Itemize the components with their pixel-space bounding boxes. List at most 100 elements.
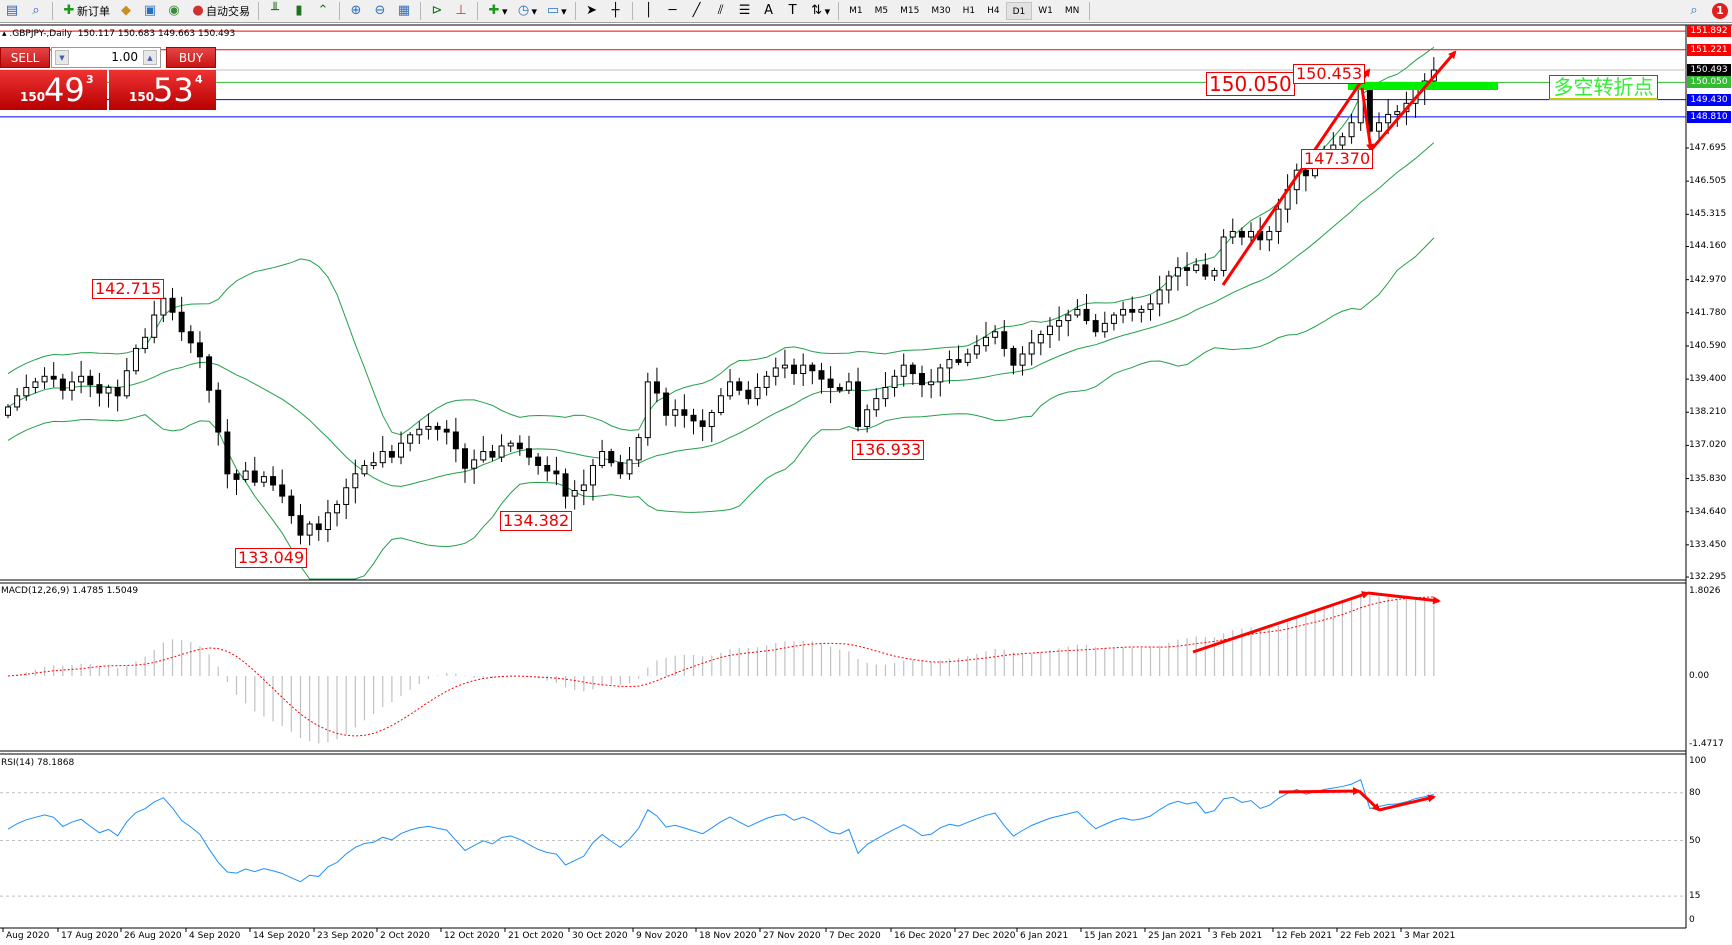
bearish-candle [516,442,523,450]
bullish-candle [1120,308,1127,316]
text-button[interactable]: A [758,1,780,21]
macd-title: MACD(12,26,9) 1.4785 1.5049 [1,586,139,596]
collapse-triangle-icon[interactable]: ▴ [2,29,7,39]
price-label-low[interactable]: 147.370 [1301,149,1374,169]
date-axis-label: 14 Sep 2020 [253,931,311,941]
auto-trading-button[interactable]: ● 自动交易 [187,1,253,21]
bullish-candle [964,353,971,363]
trendline-button[interactable]: ╱ [686,1,708,21]
candlestick-button[interactable]: ▮ [288,1,310,21]
bullish-candle [772,367,779,377]
lot-increase-button[interactable]: ▲ [143,50,157,65]
bullish-candle [324,512,331,531]
bullish-candle [1019,353,1026,366]
horizontal-line-button[interactable]: ─ [662,1,684,21]
bar-chart-icon: ╨ [271,3,279,18]
timeframe-m30[interactable]: M30 [931,6,951,16]
vertical-line-button[interactable]: │ [638,1,660,21]
price-label-high[interactable]: 142.715 [92,279,165,299]
macd-axis-label: 1.8026 [1689,586,1721,596]
search-icon[interactable]: ⌕ [1690,3,1698,18]
bullish-candle [242,470,249,480]
indicators-icon: ✚ [488,3,500,18]
bullish-candle [78,375,85,383]
bearish-candle [1202,264,1209,277]
bar-chart-button[interactable]: ╨ [264,1,286,21]
date-axis-label: 25 Jan 2021 [1148,931,1202,941]
text-label-button[interactable]: T [782,1,804,21]
equidistant-channel-icon: ⫽ [717,3,724,18]
new-chart-button[interactable]: ▤ [1,1,23,21]
bearish-candle [233,473,240,480]
price-label-low[interactable]: 136.933 [852,440,925,460]
notification-icon[interactable]: 1 [1712,3,1728,19]
cursor-button[interactable]: ➤ [581,1,603,21]
timeframe-w1[interactable]: W1 [1038,6,1053,16]
price-label-high[interactable]: 150.453 [1293,64,1366,84]
price-label-low[interactable]: 134.382 [500,511,573,531]
zoom-in-icon: ⊕ [350,3,362,18]
timeframe-m1[interactable]: M1 [849,6,863,16]
timeframe-h4[interactable]: H4 [987,6,1000,16]
autoscroll-button[interactable]: ⊳ [426,1,448,21]
lot-value[interactable]: 1.00 [111,50,138,64]
price-label-pivot[interactable]: 150.050 [1206,72,1295,96]
timeframe-m15[interactable]: M15 [900,6,920,16]
periods-button[interactable]: ◷ ▾ [513,1,541,21]
timeframe-h1[interactable]: H1 [962,6,976,16]
date-axis-label: 9 Nov 2020 [636,931,688,941]
buy-price-button[interactable]: 150 53 4 [109,70,216,110]
navigator-button[interactable]: ▣ [139,1,161,21]
price-axis-label: 140.590 [1689,340,1727,351]
signals-button[interactable]: ◉ [163,1,185,21]
arrows-button[interactable]: ⇅ ▾ [806,1,834,21]
sell-button[interactable]: SELL [0,47,50,68]
buy-price-fraction: 4 [195,73,203,86]
line-chart-button[interactable]: ⌃ [312,1,334,21]
timeframe-m5[interactable]: M5 [874,6,889,16]
new-order-button[interactable]: ✚ 新订单 [58,1,113,21]
date-axis-label: 3 Feb 2021 [1212,931,1263,941]
bullish-candle [361,464,368,475]
toolbar-right: ⌕ 1 [1686,3,1732,19]
bullish-candle [334,503,341,514]
bearish-candle [187,331,194,344]
bearish-candle [827,378,834,388]
lot-decrease-button[interactable]: ▼ [55,50,69,65]
bullish-candle [1074,308,1081,316]
fibonacci-button[interactable]: ☰ [734,1,756,21]
autoscroll-icon: ⊳ [431,3,443,18]
bullish-candle [992,331,999,338]
toolbar-divider [258,2,259,20]
sell-price-button[interactable]: 150 49 3 [0,70,107,110]
equidistant-channel-button[interactable]: ⫽ [710,1,732,21]
indicators-button[interactable]: ✚ ▾ [483,1,511,21]
metaeditor-button[interactable]: ◆ [115,1,137,21]
bearish-candle [809,364,816,372]
bullish-candle [160,297,167,316]
timeframe-mn[interactable]: MN [1064,6,1080,16]
chart-info-line: ▴ .GBPJPY-,Daily 150.117 150.683 149.663… [2,29,235,39]
price-axis-label: 133.450 [1689,539,1727,550]
bearish-candle [434,425,441,430]
zoom-in-button[interactable]: ⊕ [345,1,367,21]
profiles-button[interactable]: ⌕ [25,1,47,21]
auto-trading-label: 自动交易 [206,5,250,18]
bullish-candle [123,370,130,397]
zoom-out-button[interactable]: ⊖ [369,1,391,21]
lot-size-input[interactable]: ▼ 1.00 ▲ [51,47,161,68]
crosshair-button[interactable]: ┼ [605,1,627,21]
turning-point-label[interactable]: 多空转折点 [1549,75,1658,100]
bullish-candle [425,425,432,430]
chart-shift-button[interactable]: ⊥ [450,1,472,21]
bearish-candle [855,381,862,427]
sell-price-prefix: 150 [20,90,46,104]
text-icon: A [764,3,774,18]
tile-windows-button[interactable]: ▦ [393,1,415,21]
templates-button[interactable]: ▭ ▾ [546,3,567,18]
price-label-low[interactable]: 133.049 [235,548,308,568]
buy-button[interactable]: BUY [166,47,216,68]
bullish-candle [635,437,642,461]
timeframe-d1[interactable]: D1 [1005,2,1033,20]
